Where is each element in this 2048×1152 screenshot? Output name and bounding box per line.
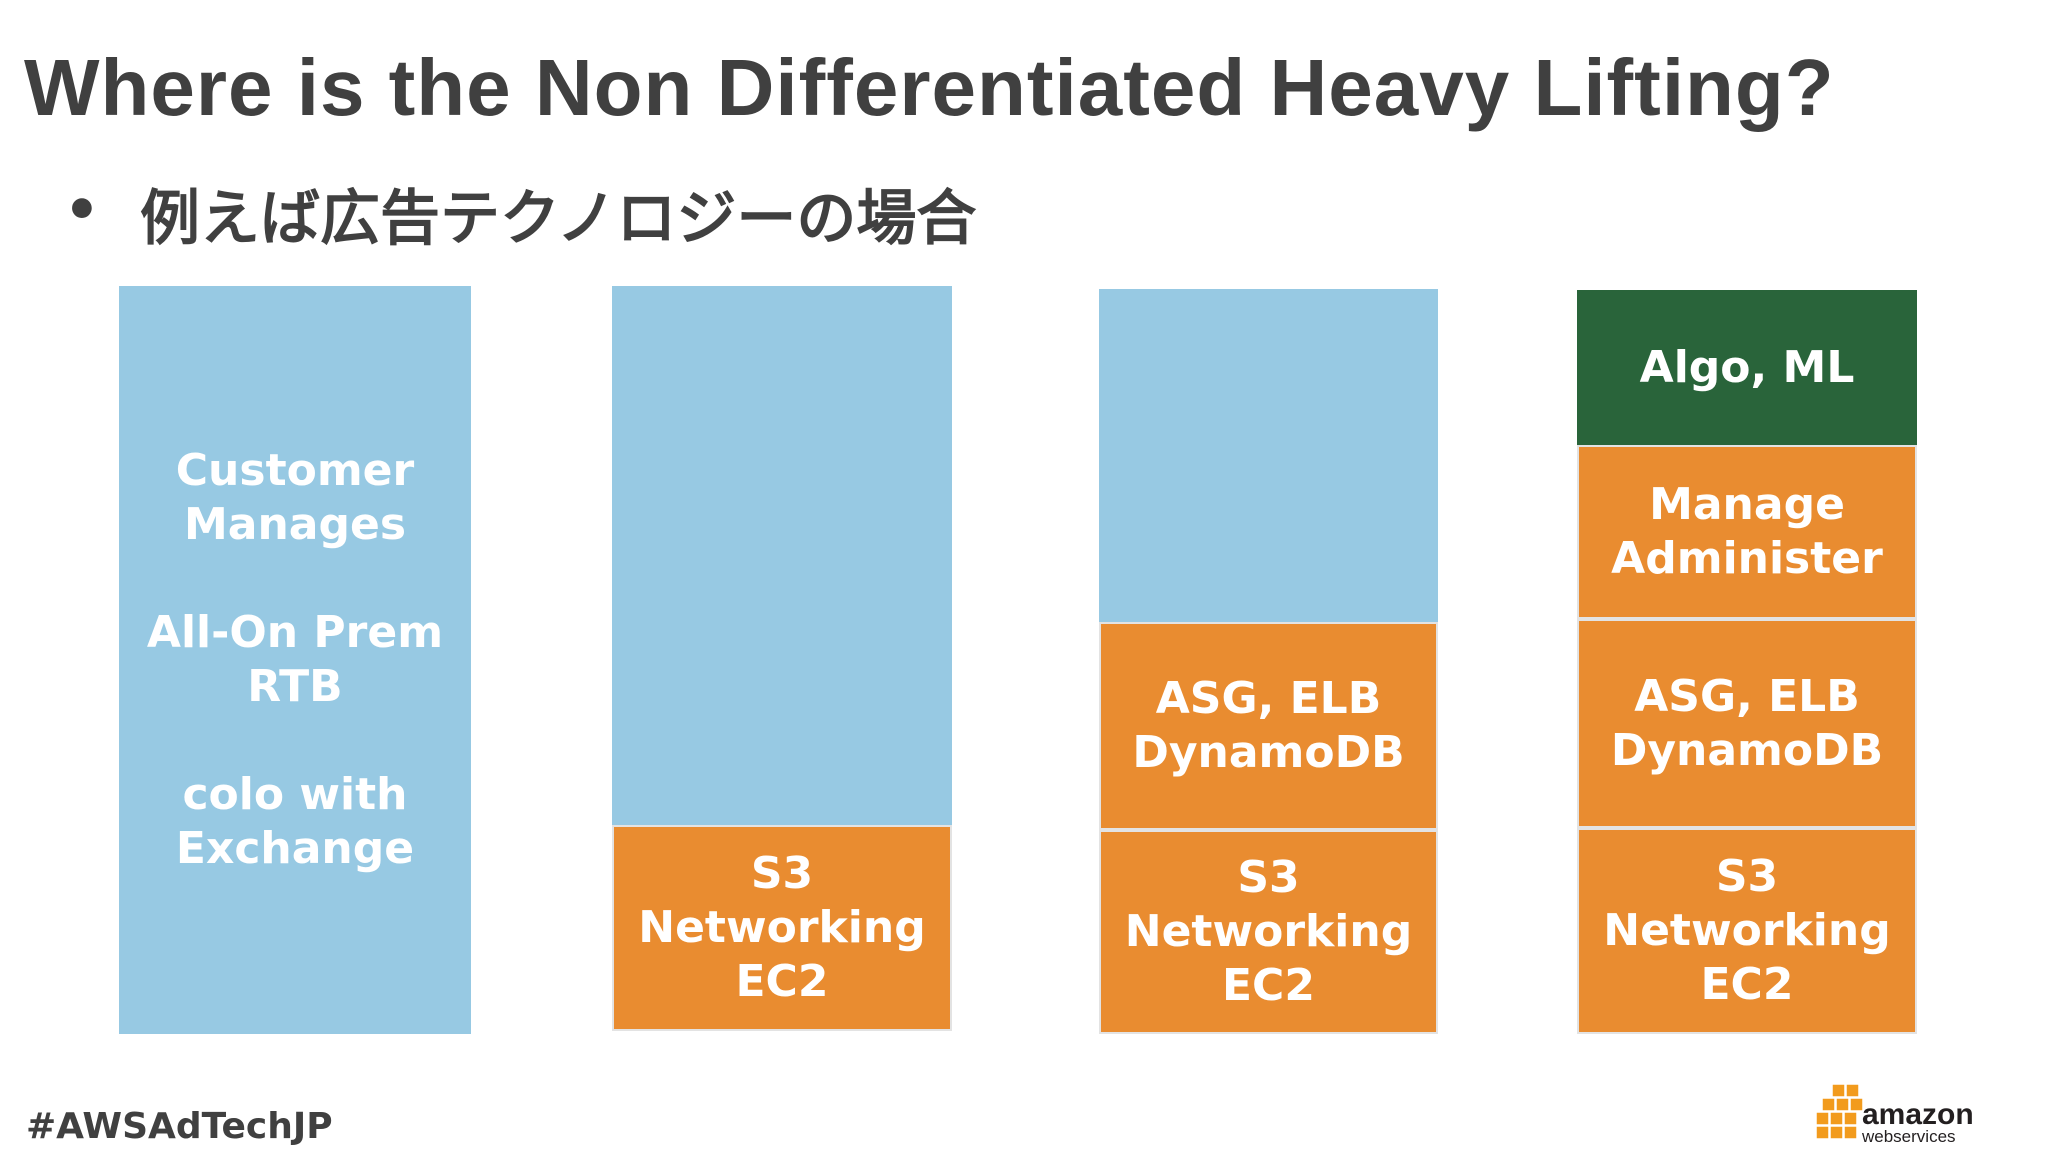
- block-paragraph: ASG, ELB DynamoDB: [1132, 672, 1404, 780]
- block-paragraph: ASG, ELB DynamoDB: [1611, 670, 1883, 778]
- block-line: ASG, ELB: [1155, 673, 1382, 724]
- block-line: EC2: [735, 956, 829, 1007]
- block-line: RTB: [247, 661, 343, 712]
- block-line: Networking: [1603, 905, 1891, 956]
- block-line: All-On Prem: [146, 607, 444, 658]
- stack-block: Customer Manages All-On Prem RTB colo with Ex…: [119, 286, 471, 1034]
- block-line: colo with: [182, 769, 408, 820]
- stack-block: S3 Networking EC2: [612, 825, 952, 1031]
- stack-block: ASG, ELB DynamoDB: [1577, 619, 1917, 828]
- block-paragraph: S3 Networking EC2: [1125, 851, 1412, 1013]
- hashtag: #AWSAdTechJP: [26, 1106, 333, 1147]
- block-paragraph: Customer Manages: [176, 444, 414, 552]
- block-line: Networking: [638, 902, 926, 953]
- block-paragraph: S3 Networking EC2: [638, 847, 925, 1009]
- block-paragraph: Algo, ML: [1640, 341, 1855, 395]
- stack-block: S3 Networking EC2: [1099, 830, 1438, 1034]
- empty-block: [612, 286, 952, 825]
- block-line: S3: [1237, 852, 1300, 903]
- block-line: Manage: [1649, 479, 1845, 530]
- block-line: EC2: [1222, 960, 1315, 1011]
- block-line: Exchange: [175, 823, 415, 874]
- subtitle: 例えば広告テクノロジーの場合: [140, 184, 977, 254]
- aws-logo: amazon webservices: [1815, 1083, 1974, 1146]
- block-paragraph: colo with Exchange: [176, 768, 414, 876]
- block-paragraph: All-On Prem RTB: [147, 606, 443, 714]
- block-line: Algo, ML: [1639, 341, 1855, 393]
- block-paragraph: S3 Networking EC2: [1603, 850, 1890, 1012]
- bullet: •: [64, 178, 100, 243]
- block-line: Manages: [183, 499, 407, 550]
- block-line: DynamoDB: [1132, 727, 1405, 778]
- stack-block: Algo, ML: [1577, 290, 1917, 445]
- block-line: S3: [750, 848, 814, 899]
- logo-word: amazon: [1862, 1098, 1974, 1131]
- stack-block: S3 Networking EC2: [1577, 828, 1917, 1034]
- stack-block: ASG, ELB DynamoDB: [1099, 622, 1438, 830]
- block-line: Customer: [175, 445, 415, 496]
- block-line: Networking: [1124, 906, 1413, 957]
- empty-block: [1099, 289, 1438, 622]
- block-paragraph: Manage Administer: [1611, 478, 1883, 586]
- logo-sub: webservices: [1861, 1127, 1956, 1146]
- block-line: ASG, ELB: [1634, 670, 1860, 722]
- title: Where is the Non Differentiated Heavy Li…: [24, 43, 1835, 132]
- block-line: EC2: [1700, 959, 1794, 1010]
- block-line: DynamoDB: [1610, 724, 1884, 776]
- block-line: Administer: [1611, 533, 1883, 584]
- stack-block: Manage Administer: [1577, 445, 1917, 619]
- block-line: S3: [1715, 851, 1779, 902]
